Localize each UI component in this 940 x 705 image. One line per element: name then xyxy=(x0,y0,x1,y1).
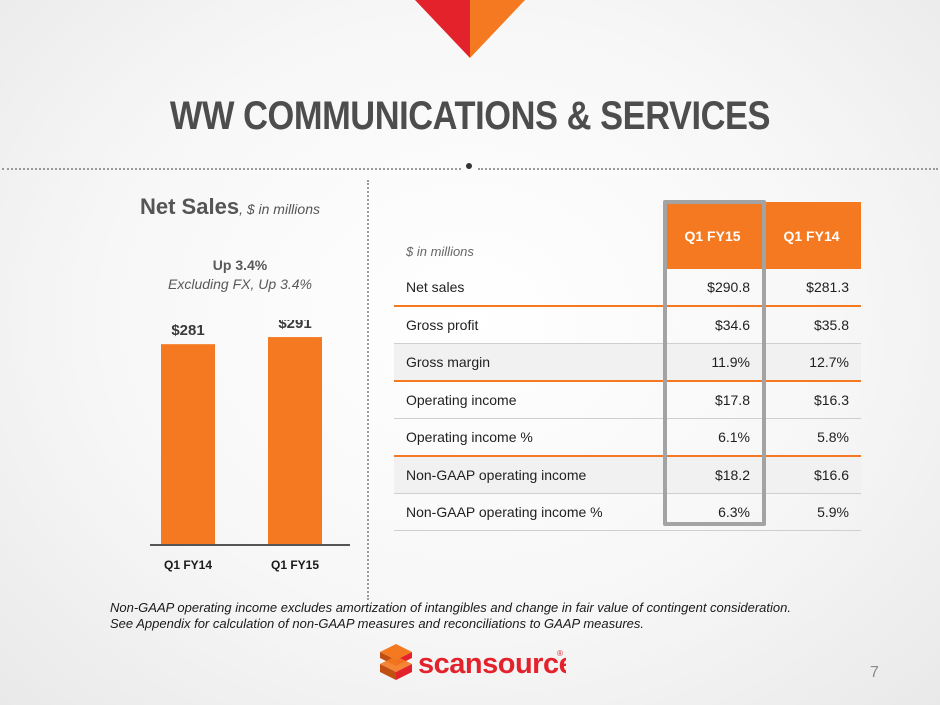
column-header-q1-fy15: Q1 FY15 xyxy=(663,202,762,269)
page-number: 7 xyxy=(870,664,879,681)
row-label: Net sales xyxy=(394,269,663,307)
svg-text:®: ® xyxy=(557,649,563,658)
table-row: Gross margin 11.9% 12.7% xyxy=(394,343,861,382)
table-row: Non-GAAP operating income % 6.3% 5.9% xyxy=(394,493,861,531)
net-sales-bar-chart: $281 Q1 FY14 $291 Q1 FY15 xyxy=(150,320,350,572)
value-q1-fy14: $35.8 xyxy=(762,306,861,344)
value-q1-fy15: $34.6 xyxy=(663,306,762,344)
value-q1-fy15: 6.1% xyxy=(663,418,762,457)
svg-text:scansource: scansource xyxy=(418,648,566,680)
title-divider-dot xyxy=(466,163,472,169)
value-q1-fy14: 5.9% xyxy=(762,493,861,531)
footnote-line: Non-GAAP operating income excludes amort… xyxy=(110,600,791,615)
value-q1-fy15: $18.2 xyxy=(663,456,762,494)
q1-fy15-highlight-box xyxy=(663,200,766,526)
row-label: Operating income % xyxy=(394,418,663,457)
table-row: Non-GAAP operating income $18.2 $16.6 xyxy=(394,456,861,494)
column-header-q1-fy14: Q1 FY14 xyxy=(762,202,861,269)
value-q1-fy15: $17.8 xyxy=(663,381,762,419)
row-label: Gross margin xyxy=(394,343,663,382)
units-label: $ in millions xyxy=(406,244,474,259)
value-q1-fy14: $281.3 xyxy=(762,269,861,307)
footnote-line: See Appendix for calculation of non-GAAP… xyxy=(110,616,645,631)
value-q1-fy14: $16.6 xyxy=(762,456,861,494)
growth-rate-ex-fx: Excluding FX, Up 3.4% xyxy=(168,276,312,292)
scansource-logo-mark-icon xyxy=(380,644,412,680)
table-row: Net sales $290.8 $281.3 xyxy=(394,269,861,307)
top-chevron-graphic xyxy=(415,0,525,58)
row-label: Non-GAAP operating income % xyxy=(394,493,663,531)
value-q1-fy14: $16.3 xyxy=(762,381,861,419)
chart-heading-units: , $ in millions xyxy=(239,201,320,217)
bar-q1-fy14 xyxy=(161,344,215,544)
row-label: Non-GAAP operating income xyxy=(394,456,663,494)
table-row: Operating income % 6.1% 5.8% xyxy=(394,418,861,457)
chart-heading: Net Sales, $ in millions xyxy=(140,194,320,220)
value-q1-fy15: $290.8 xyxy=(663,269,762,307)
x-axis-tick-label: Q1 FY15 xyxy=(271,558,319,572)
slide-title: WW COMMUNICATIONS & SERVICES xyxy=(169,94,771,138)
table-header-row: $ in millions Q1 FY15 Q1 FY14 xyxy=(394,202,861,269)
title-divider-left xyxy=(2,168,461,170)
value-q1-fy15: 11.9% xyxy=(663,343,762,382)
vertical-divider xyxy=(367,180,369,600)
row-label: Gross profit xyxy=(394,306,663,344)
value-q1-fy14: 5.8% xyxy=(762,418,861,457)
table-row: Gross profit $34.6 $35.8 xyxy=(394,306,861,344)
financial-summary-table: $ in millions Q1 FY15 Q1 FY14 Net sales … xyxy=(394,202,861,531)
bar-data-label: $291 xyxy=(278,320,311,332)
chart-heading-main: Net Sales xyxy=(140,194,240,219)
value-q1-fy14: 12.7% xyxy=(762,343,861,382)
title-divider-right xyxy=(478,168,938,170)
footnote: Non-GAAP operating income excludes amort… xyxy=(110,600,791,632)
bar-data-label: $281 xyxy=(171,322,204,339)
growth-rate: Up 3.4% xyxy=(212,257,268,273)
scansource-logo: scansource ® xyxy=(380,644,566,680)
row-label: Operating income xyxy=(394,381,663,419)
x-axis-tick-label: Q1 FY14 xyxy=(164,558,212,572)
bar-q1-fy15 xyxy=(268,337,322,544)
table-row: Operating income $17.8 $16.3 xyxy=(394,381,861,419)
